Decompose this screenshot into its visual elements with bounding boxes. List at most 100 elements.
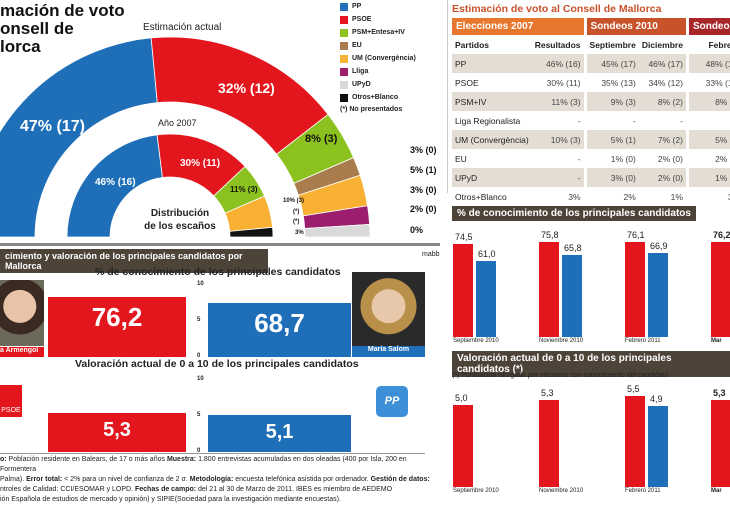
legend-swatch [340,80,348,89]
legend-item: Lliga [340,65,368,78]
legend-label: EU [352,42,362,49]
data-label: 66,9 [650,241,668,252]
legend-item: UPyD [340,78,371,91]
data-label: 74,5 [455,231,473,242]
seat-distribution-chart [0,36,371,238]
bar [562,254,582,337]
segment-label: 32% (12) [218,80,275,96]
table-cell: 2% (0) [657,153,683,164]
legend-label: Otros+Blanco [352,94,399,101]
legend-label: UPyD [352,81,371,88]
legend-item: UM (Convergència) [340,52,416,65]
bar [648,253,668,337]
data-label: 65,8 [564,242,582,253]
table-cell: 2% [583,187,639,206]
table-cell: 5% (1) [685,130,730,149]
table-row: PSM+IV 11% (3)9% (3) 8% (2)8% (2) [452,92,730,111]
table-cell: 46% (17) [648,58,683,69]
footnote-label: Fechas de campo: [135,486,197,493]
data-label: 5,3 [713,387,726,398]
segment-label: (*) [293,209,300,215]
group-sondeos-2011: Sondeos 2011 [685,18,730,35]
segment-pp [0,37,158,238]
legend-label: PP [352,3,362,10]
table-cell: 8% (2) [685,92,730,111]
legend-swatch [340,41,348,50]
table-row: Liga Regionalista---- [452,111,730,130]
photo-salom [352,272,425,348]
rating-bar: 5,1 [208,414,351,452]
bar [539,242,559,337]
segment-label: 5% (1) [410,165,437,175]
methodology-footnote: o: Población residente en Balears, de 17… [0,455,430,505]
column-header: Partidos [455,39,490,50]
section-title: cimiento y valoración de los principales… [0,249,268,273]
column-header: Febrero [685,35,730,54]
segment-label: 11% (3) [230,185,258,194]
bar [711,399,730,487]
table-cell: 33% (12) [685,73,730,92]
group-elecciones-2007: Elecciones 2007 [452,18,586,35]
legend-swatch [340,28,348,37]
knowledge-title: % de conocimiento de los principales can… [95,266,341,278]
vote-table: Elecciones 2007 Sondeos 2010 Sondeos 201… [452,18,730,206]
segment-label: 3% [295,230,304,236]
data-label: 76,2 [713,229,730,240]
table-cell: 11% (3) [551,96,581,107]
table-cell: 9% (3) [583,92,639,111]
category-label: Noviembre 2010 [539,338,584,344]
axis-tick: 5 [197,412,201,418]
legend-item: PSOE [340,13,371,26]
knowledge-bar: 76,2 [48,297,186,357]
category-label: Febrero 2011 [625,338,661,344]
footnote-label: Metodología: [189,476,234,483]
category-label: Septiembre 2010 [453,338,499,344]
bar [453,404,473,487]
segment-label: 47% (17) [20,118,85,135]
table-cell: - [685,111,730,130]
bar [476,260,496,337]
knowledge-trend-title: % de conocimiento de los principales can… [452,206,696,221]
table-cell: 7% (2) [657,134,683,145]
table-cell: 48% (18) [685,54,730,73]
table-cell: 2% (0) [685,149,730,168]
data-label: 5,5 [627,384,640,395]
legend-swatch [340,54,348,63]
segment-label: 3% (0) [410,145,437,155]
bar [711,241,730,337]
segment-label: 30% (11) [180,158,221,169]
footnote-text: Población residente en Balears, de 17 o … [6,456,167,463]
legend-item: Otros+Blanco [340,91,398,104]
center-label: Distribución de los escaños [144,208,216,232]
bar [648,406,668,487]
column-header: Septiembre [583,35,639,54]
axis-tick: 10 [197,281,204,287]
legend-swatch [340,93,348,102]
category-label: Noviembre 2010 [539,488,584,494]
segment-label: 0% [410,225,424,235]
table-cell: 34% (12) [648,77,683,88]
table-row: EU -1% (0) 2% (0)2% (0) [452,149,730,168]
table-cell: PP [455,58,467,69]
pp-logo: PP [376,386,408,417]
table-row: UPyD -3% (0) 2% (0)1% (0) [452,168,730,187]
data-label: 5,0 [455,392,468,403]
category-label: Febrero 2011 [625,488,661,494]
credit: mabb [422,251,440,258]
table-cell: PSOE [455,77,479,88]
outer-ring-label: Estimación actual [143,22,222,33]
footnote-text: Palma). [0,476,27,483]
category-label: Mar [711,338,722,344]
bar [539,399,559,487]
table-cell: 3% [685,187,730,206]
footnote-text: ntroles de Calidad: CCI/ESOMAR y LOPD. [0,486,135,493]
table-cell: 3% (0) [583,168,639,187]
legend-item: PP [340,0,361,13]
legend-label: Lliga [352,68,369,75]
category-label: Septiembre 2010 [453,488,499,494]
legend-swatch [340,15,348,24]
table-cell: 3% [568,191,581,202]
